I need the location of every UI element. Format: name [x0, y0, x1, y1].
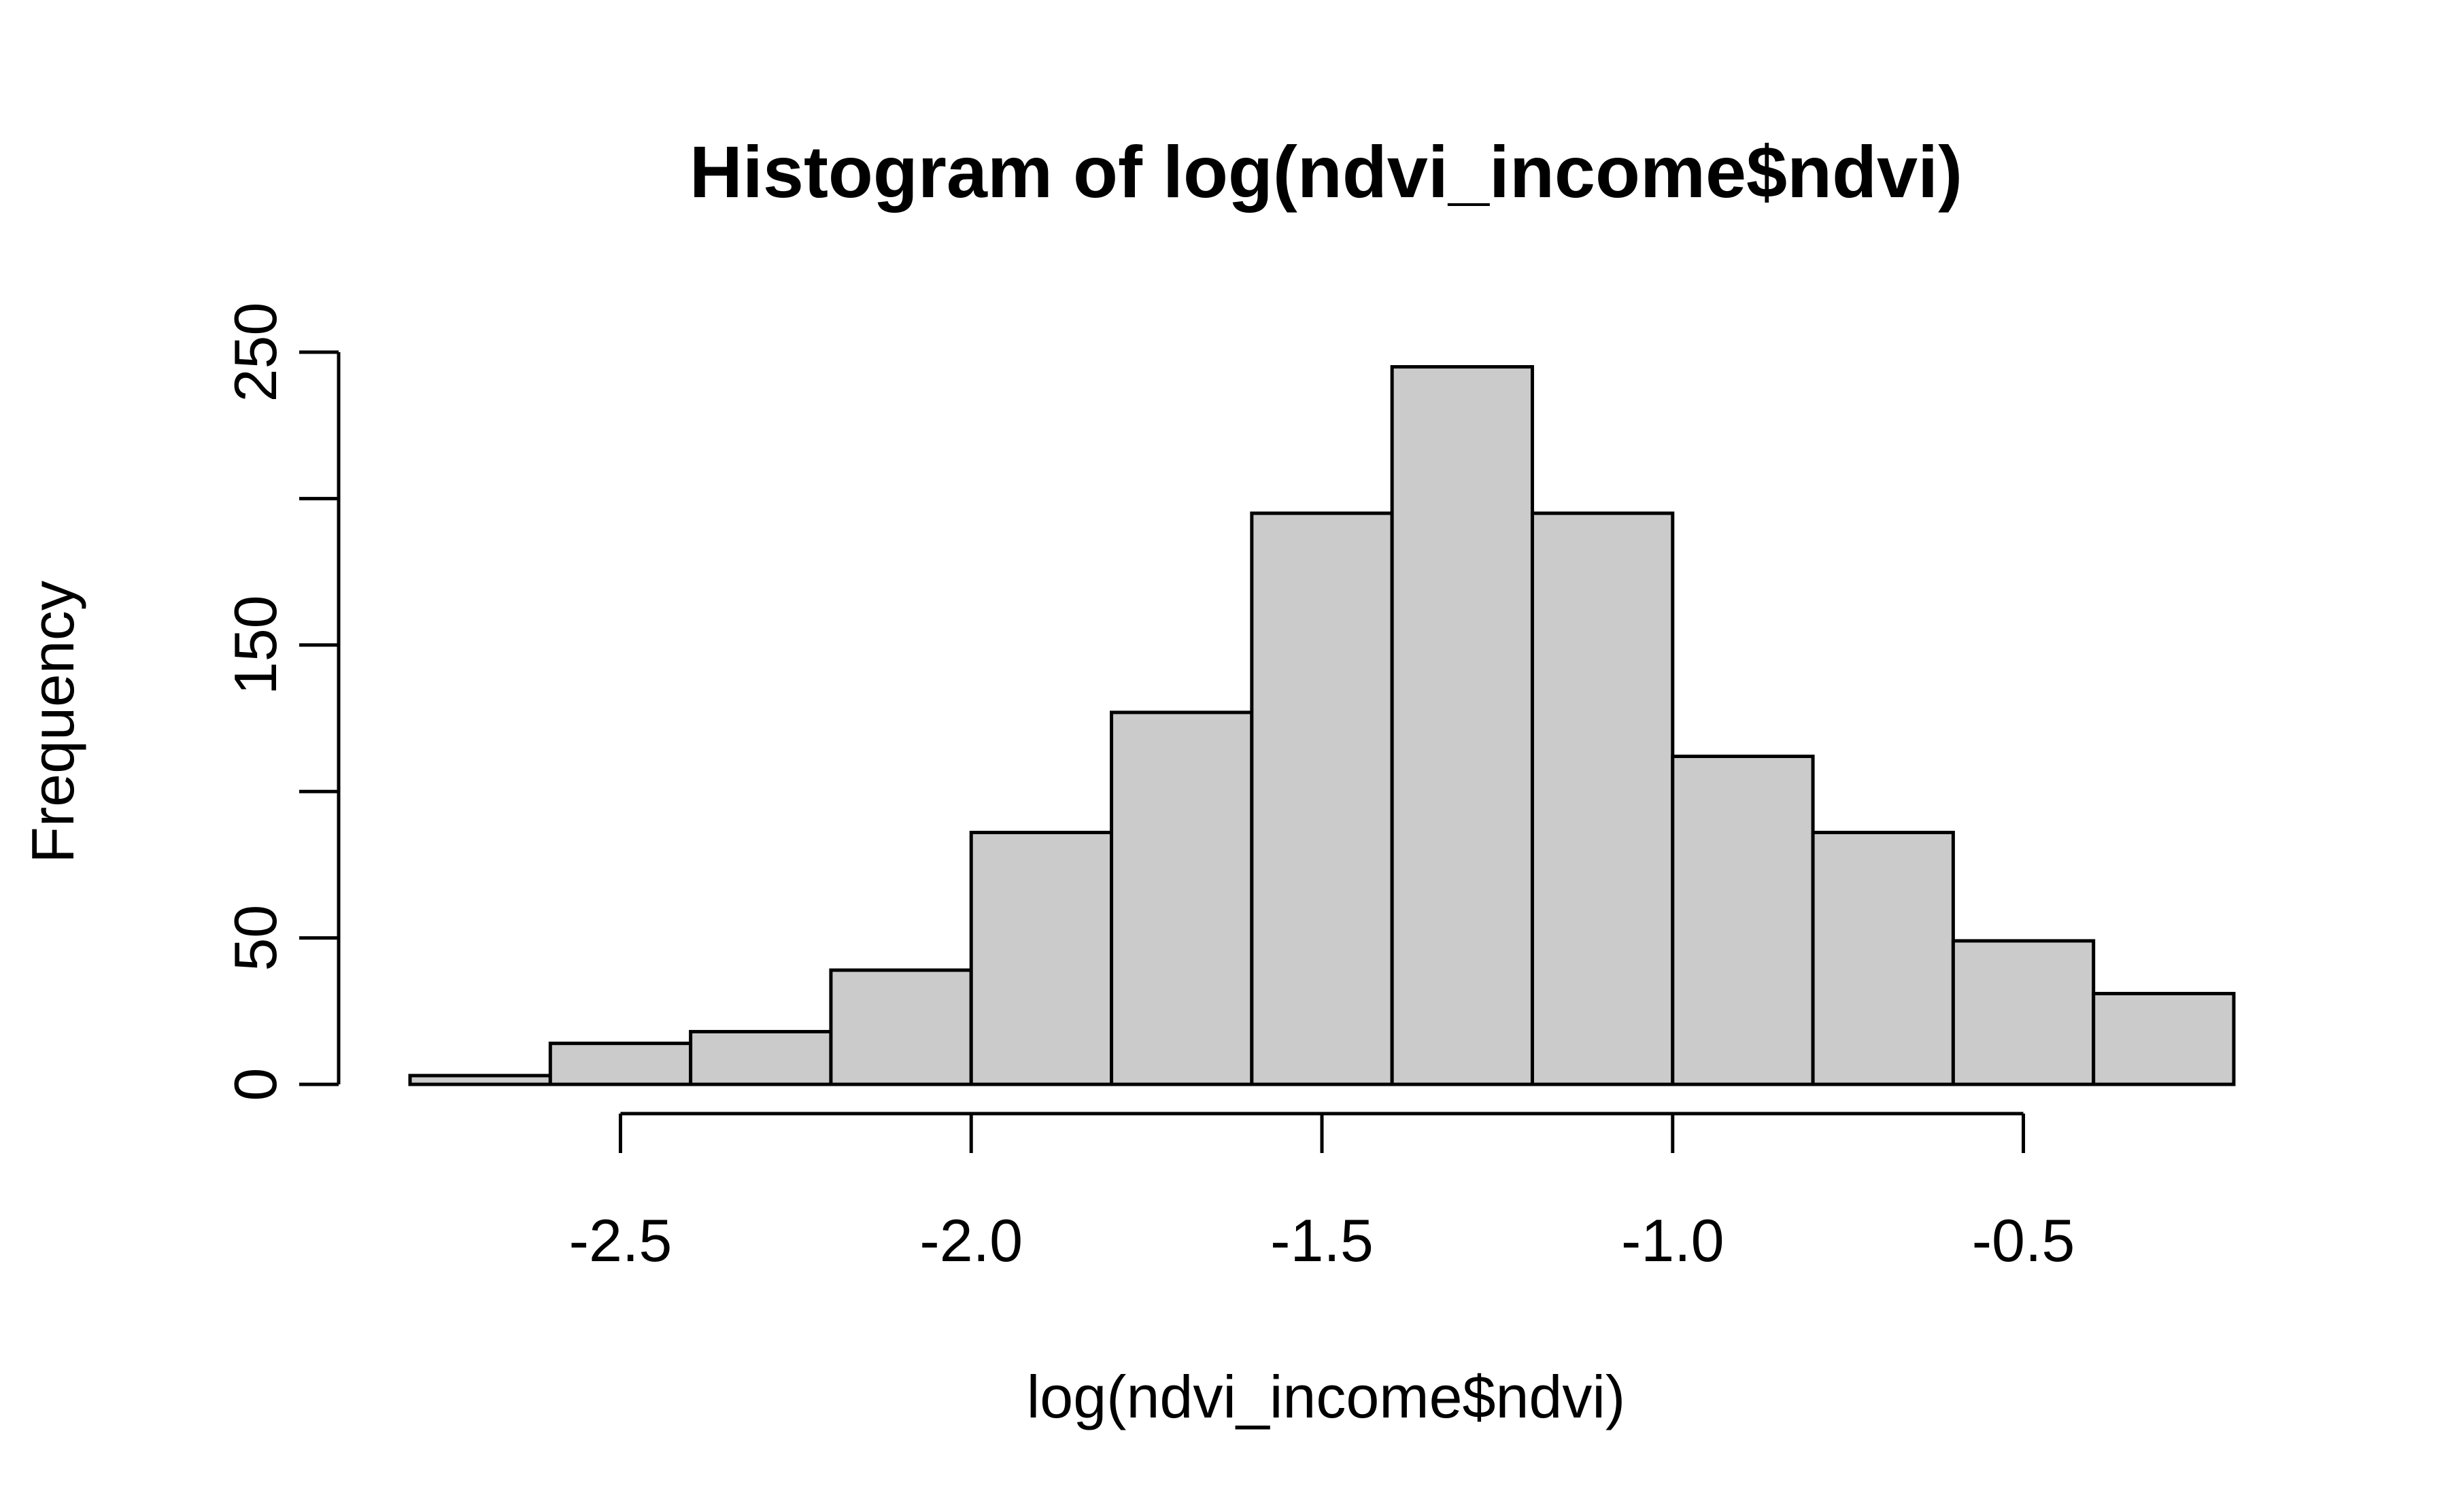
histogram-bar-6 [1110, 710, 1254, 1086]
histogram-bar-2 [548, 1042, 693, 1086]
histogram-bar-9 [1530, 511, 1675, 1086]
histogram-bar-1 [408, 1073, 552, 1086]
histogram-bar-7 [1250, 511, 1394, 1086]
histogram-bar-12 [1951, 939, 2096, 1086]
chart-title: Histogram of log(ndvi_income$ndvi) [690, 131, 1962, 213]
y-tick-label-150: 150 [222, 595, 289, 695]
x-tick-label--1.0: -1.0 [1621, 1207, 1724, 1274]
y-axis-label: Frequency [19, 581, 86, 863]
x-tick-label--1.5: -1.5 [1270, 1207, 1374, 1274]
histogram-bar-13 [2092, 991, 2236, 1086]
x-tick-label--2.0: -2.0 [919, 1207, 1023, 1274]
x-tick-label--2.5: -2.5 [569, 1207, 673, 1274]
y-tick-label-250: 250 [222, 303, 289, 402]
x-axis: -2.5 -2.0 -1.5 -1.0 -0.5 [569, 1112, 2075, 1274]
x-tick-label--0.5: -0.5 [1972, 1207, 2075, 1274]
x-axis-label: log(ndvi_income$ndvi) [1027, 1363, 1625, 1430]
histogram-bar-4 [829, 968, 973, 1086]
histogram-bar-8 [1390, 365, 1534, 1086]
histogram-bar-3 [689, 1029, 833, 1086]
y-tick-label-50: 50 [222, 905, 289, 972]
histogram-bar-11 [1811, 831, 1955, 1086]
y-tick-label-0: 0 [222, 1068, 289, 1101]
histogram-bar-5 [969, 831, 1114, 1086]
bars-group [408, 365, 2236, 1086]
histogram-bar-10 [1671, 755, 1815, 1086]
y-axis: 0 50 150 250 [222, 303, 341, 1101]
